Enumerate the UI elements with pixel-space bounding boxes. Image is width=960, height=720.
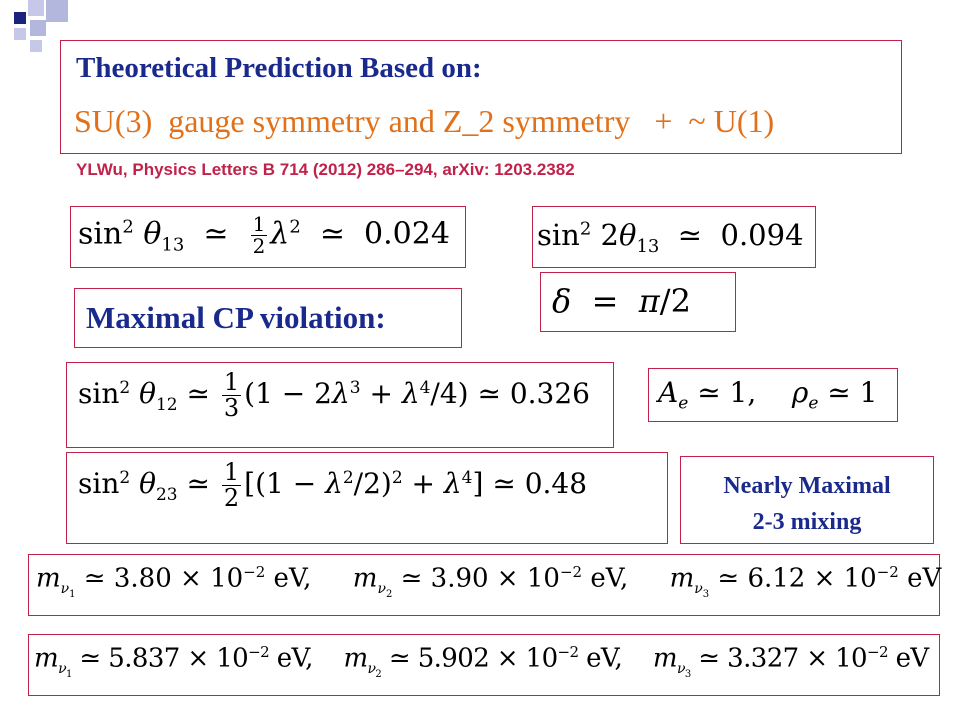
deco-square-lavender	[46, 0, 68, 22]
title-box	[60, 40, 902, 154]
equation-sin2-2theta13: sin2 2θ13 ≃ 0.094	[537, 218, 804, 257]
reference-citation: YLWu, Physics Letters B 714 (2012) 286–2…	[76, 160, 575, 179]
nearly-maximal-line-1: Nearly Maximal	[723, 473, 891, 499]
value-s12: 0.326	[509, 377, 590, 411]
value-s13: 0.024	[364, 216, 450, 252]
equation-masses-1: mν1 ≃ 3.80 × 10−2 eV, mν2 ≃ 3.90 × 10−2 …	[36, 563, 942, 600]
value-m3a: 6.12	[747, 563, 806, 594]
eq-box-masses-2	[28, 634, 940, 696]
eq-box-sin2-theta23	[66, 452, 668, 544]
equation-masses-2: mν1 ≃ 5.837 × 10−2 eV, mν2 ≃ 5.902 × 10−…	[34, 643, 929, 680]
deco-square-navy	[14, 12, 26, 24]
corner-decoration	[0, 0, 80, 60]
eq-box-delta	[540, 272, 736, 332]
deco-square-lavender	[30, 40, 42, 52]
equation-sin2-theta12: sin2 θ12 ≃ 1 3 (1 − 2λ3 + λ4/4) ≃ 0.326	[78, 368, 590, 423]
value-m3b: 3.327	[727, 643, 799, 674]
title-line-2: SU(3) gauge symmetry and Z_2 symmetry + …	[74, 103, 775, 139]
label-box-nearly-maximal	[680, 456, 934, 544]
eq-box-sin2-theta12	[66, 362, 614, 448]
equation-sin2-theta13: sin2 θ13 ≃ 1 2 λ2 ≃ 0.024	[78, 212, 450, 258]
eq-box-sin2-theta13	[70, 206, 466, 268]
eq-box-Ae-rhoe	[648, 368, 898, 422]
deco-square-lavender	[14, 28, 26, 40]
value-m2a: 3.90	[430, 563, 489, 594]
deco-square-lavender	[28, 0, 44, 16]
equation-delta: δ = π/2	[552, 282, 691, 320]
value-m1b: 5.837	[108, 643, 180, 674]
value-s2-13: 0.094	[720, 218, 804, 252]
equation-sin2-theta23: sin2 θ23 ≃ 1 2 [(1 − λ2/2)2 + λ4] ≃ 0.48	[78, 458, 588, 513]
eq-box-masses-1	[28, 554, 940, 616]
title-line-1: Theoretical Prediction Based on:	[76, 52, 482, 84]
nearly-maximal-line-2: 2-3 mixing	[752, 509, 862, 535]
value-m1a: 3.80	[113, 563, 172, 594]
maximal-cp-label: Maximal CP violation:	[86, 300, 386, 335]
nearly-maximal-label: Nearly Maximal 2-3 mixing	[682, 468, 932, 540]
eq-box-sin2-2theta13	[532, 206, 816, 268]
equation-Ae-rhoe: Ae ≃ 1, ρe ≃ 1	[658, 376, 878, 414]
deco-square-lavender	[30, 20, 46, 36]
value-m2b: 5.902	[417, 643, 490, 674]
label-box-maximal-cp	[74, 288, 462, 348]
value-s23: 0.48	[524, 467, 588, 501]
